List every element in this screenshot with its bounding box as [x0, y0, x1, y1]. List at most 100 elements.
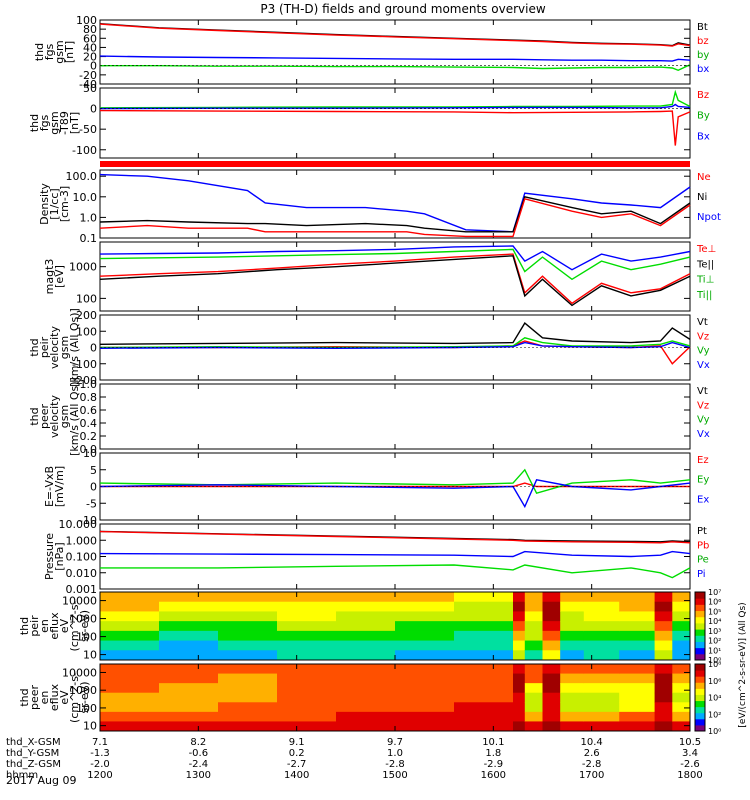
- colorbar-swatch: [695, 641, 705, 649]
- heatmap-cell: [395, 640, 455, 651]
- y-tick-label: -20: [79, 69, 97, 82]
- heatmap-cell: [454, 601, 514, 612]
- legend-Bx: Bx: [697, 131, 710, 142]
- heatmap-cell: [524, 702, 543, 713]
- heatmap-cell: [542, 721, 561, 732]
- heatmap-cell: [336, 692, 396, 703]
- heatmap-cell: [560, 673, 585, 684]
- series-Te_par: [99, 245, 691, 271]
- heatmap-cell: [513, 683, 526, 694]
- legend-Ex: Ex: [697, 494, 709, 505]
- heatmap-cell: [277, 673, 337, 684]
- y-axis-label-line: E=-VxB: [43, 466, 56, 507]
- heatmap-cell: [336, 592, 396, 603]
- panel-pressure: 10.0001.0000.1000.0100.001Pressure[nPa]P…: [43, 518, 709, 596]
- x-tick-label: -2.4: [189, 759, 209, 770]
- y-axis-label-line: velocity: [48, 326, 61, 369]
- y-axis-label-line: (cm^2-s-: [68, 672, 81, 723]
- series-Npot: [99, 173, 691, 233]
- heatmap-cell: [583, 650, 620, 661]
- y-tick-label: 1000: [69, 261, 97, 274]
- panel-fgs_gsm_t89: 50 0 -50 -100 thdfgsgsm-T89[nT] Bz By Bx: [28, 82, 710, 159]
- colorbar-swatch: [695, 706, 705, 714]
- heatmap-cell: [560, 721, 585, 732]
- heatmap-cell: [159, 702, 219, 713]
- heatmap-cell: [542, 711, 561, 722]
- heatmap-cell: [672, 683, 691, 694]
- heatmap-cell: [159, 650, 219, 661]
- heatmap-cell: [159, 621, 219, 632]
- series-Ti_par: [99, 255, 691, 307]
- y-axis-label-line: -T89: [58, 111, 71, 135]
- heatmap-cell: [672, 664, 691, 675]
- heatmap-cell: [277, 692, 337, 703]
- series-Vx: [99, 341, 691, 350]
- colorbar-swatch: [695, 622, 705, 630]
- heatmap-cell: [560, 611, 585, 622]
- heatmap-cell: [100, 601, 160, 612]
- colorbar-tick-label: 10⁵: [708, 607, 721, 616]
- heatmap-cell: [277, 621, 337, 632]
- series-Bz: [99, 109, 691, 146]
- heatmap-cell: [542, 601, 561, 612]
- y-tick-label: 10.000: [59, 518, 98, 531]
- y-tick-label: 10: [83, 447, 97, 460]
- heatmap-cell: [524, 721, 543, 732]
- y-tick-label: 100: [76, 292, 97, 305]
- colorbar-swatch: [695, 712, 705, 720]
- heatmap-cell: [454, 721, 514, 732]
- heatmap-cell: [218, 611, 278, 622]
- heatmap-cell: [583, 592, 620, 603]
- colorbar-tick-label: 10⁰: [708, 656, 721, 665]
- colorbar-swatch: [695, 670, 705, 677]
- heatmap-cell: [524, 601, 543, 612]
- heatmap-cell: [524, 664, 543, 675]
- y-axis-label-line: [cm-3]: [58, 186, 71, 222]
- heatmap-cell: [100, 683, 160, 694]
- colorbar-tick-label: 10¹: [708, 646, 721, 655]
- heatmap-cell: [395, 611, 455, 622]
- y-axis-label-line: peer: [38, 404, 51, 430]
- y-tick-label: 5: [90, 464, 97, 477]
- panel-temperature: 1000 100 magt3[eV] Te⊥ Te|| Ti⊥ Ti||: [43, 241, 716, 312]
- heatmap-cell: [159, 630, 219, 642]
- heatmap-cell: [654, 592, 673, 603]
- y-tick-label: 50: [83, 82, 97, 95]
- y-axis-label-line: [mV/m]: [53, 466, 66, 507]
- heatmap-cell: [218, 630, 278, 642]
- heatmap-cell: [159, 601, 219, 612]
- heatmap-cell: [619, 611, 656, 622]
- heatmap-cell: [454, 664, 514, 675]
- panels: 100806040200-20-40thdfgsgsm[nT]Btbzbybx5…: [18, 14, 721, 736]
- heatmap-cell: [336, 721, 396, 732]
- y-tick-label: 10.0: [73, 191, 98, 204]
- heatmap-cell: [395, 664, 455, 675]
- x-tick-label: 7.1: [92, 737, 108, 748]
- colorbar-swatch: [695, 700, 705, 708]
- y-axis-label-line: eV: [58, 618, 71, 633]
- heatmap-cell: [100, 640, 160, 651]
- y-axis-label: magt3[eV]: [43, 259, 66, 295]
- y-axis-label-line: [nT]: [63, 41, 76, 63]
- heatmap-cell: [619, 640, 656, 651]
- heatmap-cell: [560, 640, 585, 651]
- colorbar-tick-label: 10⁸: [708, 660, 721, 669]
- heatmap-cell: [277, 601, 337, 612]
- heatmap-cell: [218, 640, 278, 651]
- heatmap-cell: [583, 721, 620, 732]
- x-tick-label: 10.1: [482, 737, 504, 748]
- y-axis-label-line: [nT]: [68, 112, 81, 134]
- heatmap-cell: [654, 640, 673, 651]
- legend-Te⊥: Te⊥: [696, 244, 716, 255]
- legend-Pt: Pt: [697, 526, 707, 537]
- heatmap-cell: [218, 683, 278, 694]
- y-tick-label: 80: [83, 23, 97, 36]
- heatmap-cell: [454, 592, 514, 603]
- y-tick-label: 0.001: [66, 583, 98, 596]
- y-tick-label: 20: [83, 51, 97, 64]
- y-tick-label: 0.6: [80, 404, 98, 417]
- heatmap-cell: [513, 650, 526, 661]
- y-axis-label: thdpeirenefluxeV(cm^2-s-sr-eV): [18, 601, 91, 652]
- y-tick-label: 200: [76, 309, 97, 322]
- y-tick-label: 10: [83, 720, 97, 733]
